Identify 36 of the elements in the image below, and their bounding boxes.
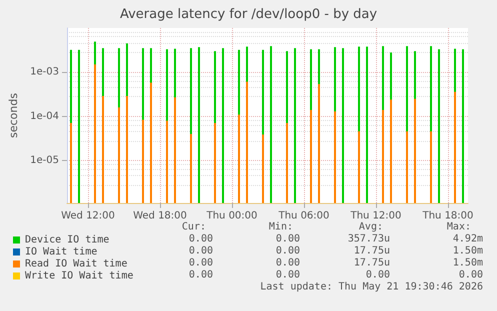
y-tick-label: 1e-03 [30,66,59,78]
legend-label: Write IO Wait time [25,270,134,282]
text: Avg: [358,222,383,232]
chart-title: Average latency for /dev/loop0 - by day [120,7,378,22]
text: Last update: Thu May 21 19:30:46 2026 [260,282,483,292]
text: Cur: [182,222,206,232]
text: 0.00 [458,270,483,280]
x-tick-label: Thu 06:00 [278,210,330,222]
legend-label: Read IO Wait time [25,258,128,270]
text: Min: [268,222,293,232]
text: 0.00 [276,234,300,244]
text: 0.00 [276,258,300,268]
text: 357.73u [348,234,390,244]
text: 1.50m [452,258,483,268]
text: 0.00 [188,234,213,244]
text: 0.00 [276,270,300,280]
x-tick-label: Wed 18:00 [133,210,187,222]
text: 0.00 [366,270,390,280]
text: 1.50m [452,246,483,256]
text: 17.75u [354,258,390,268]
x-tick-label: Thu 12:00 [350,210,402,222]
x-tick-label: Wed 12:00 [61,210,115,222]
text: 17.75u [354,246,390,256]
y-tick-label: 1e-04 [30,110,59,122]
x-tick-label: Thu 00:00 [206,210,258,222]
text: 0.00 [188,258,213,268]
legend-label: IO Wait time [25,246,98,258]
y-axis-title: seconds [7,92,20,138]
y-tick-label: 1e-05 [30,155,59,166]
x-tick-label: Thu 18:00 [422,210,474,222]
text: 0.00 [276,246,300,256]
text: 4.92m [452,234,483,244]
legend-label: Device IO time [25,234,110,246]
text: 0.00 [188,246,213,256]
text: 0.00 [188,270,213,280]
text: Max: [446,222,471,232]
